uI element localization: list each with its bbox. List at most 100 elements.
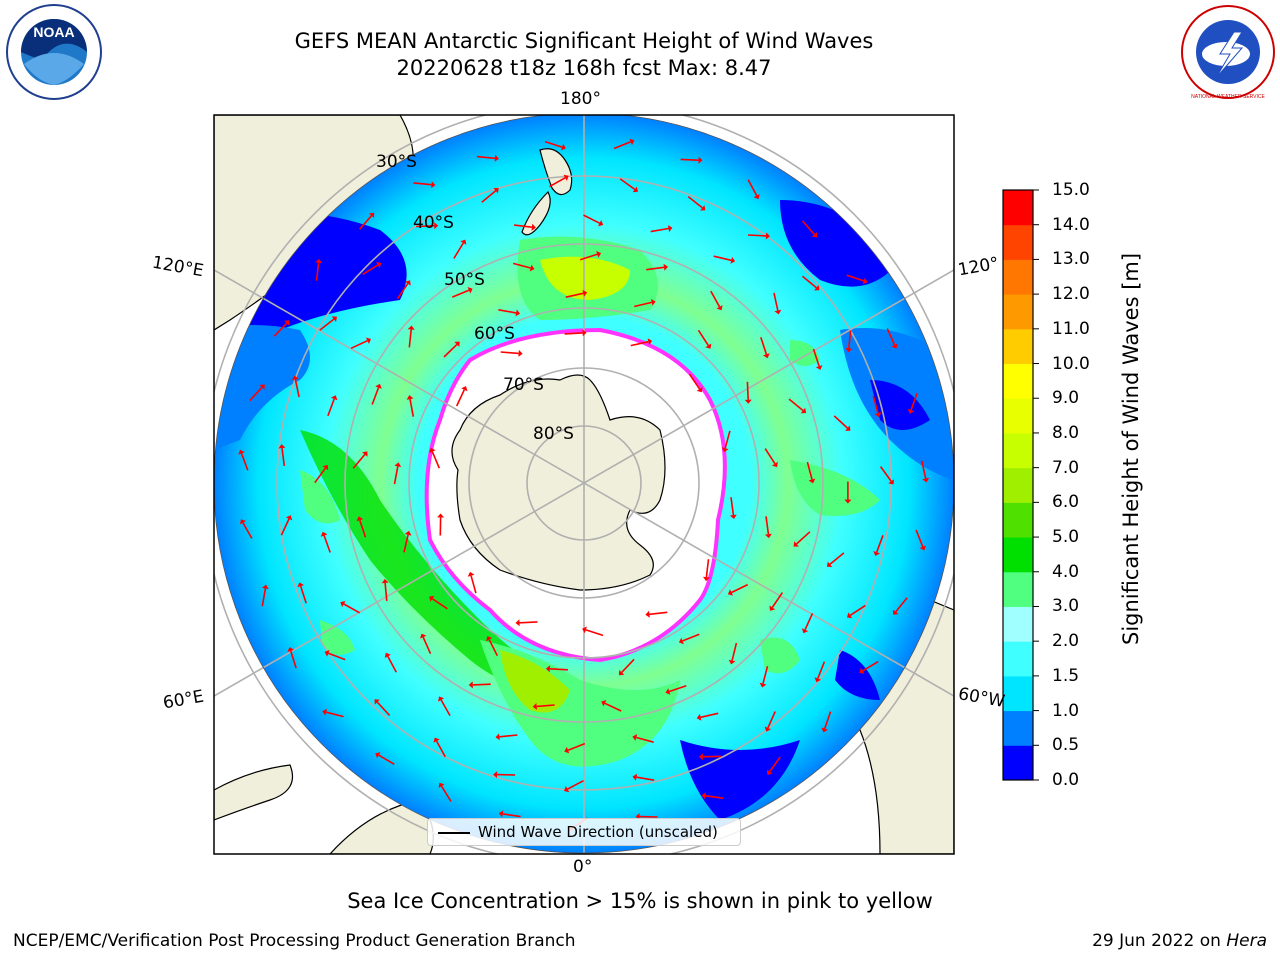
wave-direction-arrowhead: [728, 659, 736, 665]
wave-direction-arrow: [280, 518, 290, 536]
wave-direction-arrowhead: [793, 541, 799, 547]
wave-direction-arrowhead: [801, 628, 809, 634]
wave-direction-arrowhead: [907, 408, 915, 414]
wave-direction-arrow: [680, 158, 699, 161]
wave-direction-arrowhead: [532, 703, 537, 710]
wave-direction-arrowhead: [744, 399, 752, 404]
colorbar-band: [1003, 571, 1033, 607]
wave-direction-arrowhead: [284, 320, 290, 326]
wave-direction-arrow: [416, 225, 435, 228]
wave-direction-arrowhead: [678, 637, 684, 645]
wave-direction-arrowhead: [619, 670, 625, 676]
wave-direction-arrowhead: [322, 708, 327, 716]
wave-direction-arrow: [314, 467, 327, 484]
wave-direction-arrowhead: [765, 232, 770, 240]
wave-direction-arrowhead: [845, 348, 853, 353]
wave-direction-arrow: [764, 448, 776, 465]
wave-direction-arrow: [747, 234, 767, 237]
wave-direction-arrowhead: [667, 225, 673, 232]
wave-direction-arrow: [862, 660, 879, 672]
lon-label-bottom: 0°: [573, 857, 593, 877]
wave-direction-arrow: [512, 262, 531, 269]
wave-direction-arrowhead: [238, 449, 245, 455]
wave-direction-arrowhead: [763, 353, 770, 359]
wave-direction-arrowhead: [582, 626, 587, 634]
wave-direction-arrow: [502, 813, 521, 818]
colorbar-band: [1003, 745, 1033, 781]
wave-direction-arrow: [358, 215, 373, 230]
wave-direction-arrowhead: [893, 609, 899, 615]
wave-direction-arrow: [705, 559, 710, 578]
wave-direction-arrow: [796, 531, 811, 545]
colorbar-band: [1003, 675, 1033, 712]
wave-direction-arrowhead: [632, 734, 638, 741]
colorbar-tick-label: 9.0: [1052, 388, 1080, 409]
colorbar-band: [1003, 294, 1033, 330]
wave-direction-arrow: [875, 535, 884, 553]
wave-direction-arrowhead: [753, 194, 760, 200]
colorbar-band: [1003, 537, 1033, 573]
wave-direction-arrow: [705, 795, 724, 799]
wave-direction-arrowhead: [291, 375, 299, 381]
colorbar-tick-label: 11.0: [1052, 318, 1090, 339]
wave-direction-arrowhead: [701, 792, 706, 800]
wave-direction-arrow: [760, 336, 768, 355]
colorbar-band: [1003, 710, 1033, 746]
wave-direction-arrowhead: [632, 773, 638, 781]
wave-direction-arrowhead: [873, 551, 880, 556]
colorbar-band: [1003, 190, 1033, 226]
wave-direction-arrowhead: [384, 652, 391, 658]
wave-direction-arrow: [829, 552, 845, 565]
wave-direction-arrow: [565, 292, 584, 298]
wave-direction-arrow: [915, 529, 924, 547]
wave-direction-arrowhead: [330, 395, 338, 401]
colorbar-tick-label: 7.0: [1052, 457, 1080, 478]
colorbar-tick-label: 8.0: [1052, 422, 1080, 443]
wave-direction-arrowhead: [376, 262, 382, 268]
wave-direction-arrow: [315, 262, 320, 281]
wave-direction-arrowhead: [331, 316, 337, 322]
africa-land: [214, 764, 294, 821]
wave-direction-arrowhead: [922, 477, 930, 483]
colorbar-band: [1003, 398, 1033, 434]
wave-direction-arrow: [567, 742, 586, 751]
wave-direction-arrow: [476, 155, 496, 160]
wave-direction-arrowhead: [582, 289, 588, 297]
wave-direction-arrow: [371, 387, 380, 405]
wave-direction-arrowhead: [772, 461, 778, 468]
wave-direction-arrowhead: [518, 349, 523, 357]
wave-direction-arrow: [682, 633, 700, 642]
colorbar-tick-label: 1.0: [1052, 700, 1080, 721]
wave-direction-arrow: [240, 453, 249, 471]
wave-direction-arrowhead: [322, 464, 329, 471]
wave-direction-arrow: [403, 534, 409, 553]
colorbar-tick-label: 6.0: [1052, 492, 1080, 513]
wave-direction-arrowhead: [727, 589, 733, 596]
wave-direction-arrowhead: [356, 516, 364, 522]
wave-direction-arrowhead: [320, 531, 328, 537]
wave-direction-arrowhead: [596, 251, 602, 258]
wave-direction-arrowhead: [821, 727, 828, 733]
wave-direction-arrow: [724, 430, 731, 449]
wave-direction-arrowhead: [498, 810, 504, 818]
chart-subtitle: 20220628 t18z 168h fcst Max: 8.47: [396, 56, 772, 80]
wave-direction-arrow: [762, 666, 769, 684]
wave-direction-arrow: [440, 699, 451, 716]
wave-direction-arrowhead: [529, 264, 535, 272]
wave-direction-arrowhead: [429, 447, 436, 453]
wave-direction-arrowhead: [774, 309, 782, 315]
wave-direction-arrowhead: [814, 677, 822, 683]
wave-direction-arrow: [362, 264, 379, 276]
wave-direction-arrow: [499, 734, 518, 738]
wave-direction-arrowhead: [919, 545, 927, 551]
wave-direction-arrowhead: [564, 786, 570, 793]
colorbar: [1002, 189, 1039, 781]
wave-direction-arrowhead: [531, 223, 536, 231]
wave-direction-arrow: [443, 343, 458, 358]
wave-direction-arrowhead: [467, 571, 475, 577]
wave-direction-arrow: [519, 621, 538, 624]
wave-direction-arrowhead: [429, 595, 435, 602]
wave-direction-arrowhead: [493, 771, 498, 779]
wave-direction-arrow: [817, 661, 826, 679]
wave-direction-arrowhead: [730, 256, 736, 264]
